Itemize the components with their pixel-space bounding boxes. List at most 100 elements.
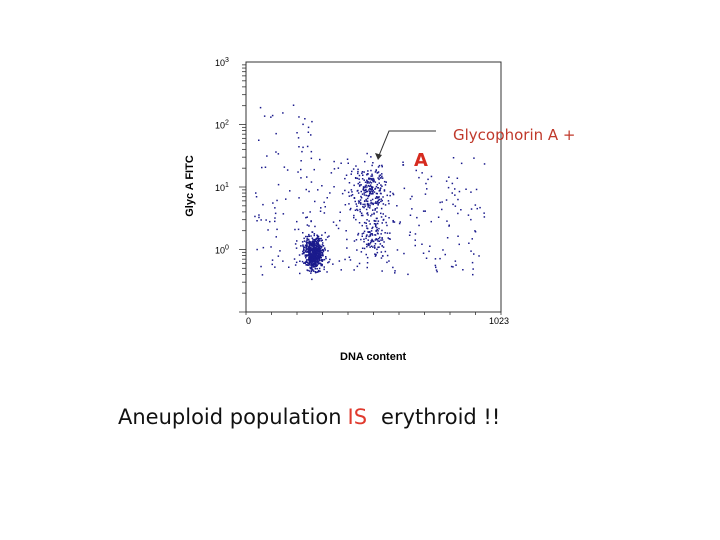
data-point [364,203,366,206]
data-point [322,248,324,251]
data-point [316,234,319,237]
data-point [381,165,383,168]
data-point [315,241,318,244]
data-point [312,249,314,252]
data-point [363,247,366,250]
data-point [374,187,377,190]
data-point [299,272,301,275]
data-point [353,240,356,242]
data-point [328,261,330,263]
data-point [457,235,459,237]
data-point [398,222,401,225]
data-point [399,221,401,223]
data-point [323,258,326,261]
data-point [349,208,351,211]
data-point [310,150,313,153]
data-point [311,259,313,262]
data-point [374,181,377,183]
data-point [371,227,373,230]
data-point [348,256,351,258]
data-point [320,240,323,242]
data-point [316,261,319,264]
data-point [370,230,373,232]
data-point [298,197,300,199]
data-point [376,228,378,231]
data-point [308,190,310,193]
y-axis-title: Glyc A FITC [184,155,196,217]
data-point [416,216,418,219]
data-point [356,209,359,212]
data-point [318,249,321,252]
data-point [305,255,308,257]
data-point [319,251,321,254]
data-point [328,235,330,237]
y-tick-label: 101 [215,182,229,193]
data-point [357,172,359,175]
data-point [372,180,374,183]
data-point [358,202,360,204]
data-point [326,197,328,199]
data-point [307,254,309,257]
data-point [312,245,315,248]
data-point [369,192,371,195]
data-point [306,176,308,178]
data-point [313,270,315,272]
data-point [309,211,311,213]
data-point [388,238,390,240]
data-point [367,204,370,207]
data-point [320,262,322,265]
data-point [381,185,383,187]
data-point [317,244,319,247]
data-point [448,176,450,178]
data-point [325,256,327,258]
data-point [298,146,300,148]
data-point [370,193,373,195]
data-point [258,214,260,216]
data-point [366,174,368,176]
data-point [307,242,310,244]
data-point [305,216,307,219]
data-point [316,240,319,242]
data-point [372,226,374,229]
data-point [445,180,448,182]
data-point [381,245,383,247]
data-point [351,170,353,173]
data-point [377,204,379,206]
data-point [301,260,304,263]
data-point [369,181,371,183]
data-point [448,225,450,227]
data-point [314,239,316,241]
scatter-points [254,104,486,281]
data-point [377,187,379,189]
data-point [396,205,398,207]
data-point [357,232,360,235]
data-point [312,263,314,266]
data-point [377,220,380,222]
glycophorin-annotation: Glycophorin A + [453,126,576,144]
data-point [365,243,368,246]
data-point [317,263,319,265]
data-point [318,239,321,242]
data-point [381,173,383,175]
data-point [375,192,378,195]
data-point [350,173,352,175]
data-point [363,179,365,181]
data-point [296,132,298,134]
data-point [315,247,318,250]
data-point [362,214,364,217]
data-point [305,259,308,261]
data-point [303,240,306,242]
data-point [314,251,316,253]
data-point [374,239,377,241]
data-point [368,235,370,238]
data-point [300,160,302,162]
data-point [314,249,317,252]
data-point [314,271,317,273]
data-point [452,203,454,206]
data-point [458,190,461,193]
data-point [355,218,357,221]
data-point [304,255,307,257]
data-point [381,199,383,202]
data-point [473,253,475,255]
data-point [478,255,480,257]
